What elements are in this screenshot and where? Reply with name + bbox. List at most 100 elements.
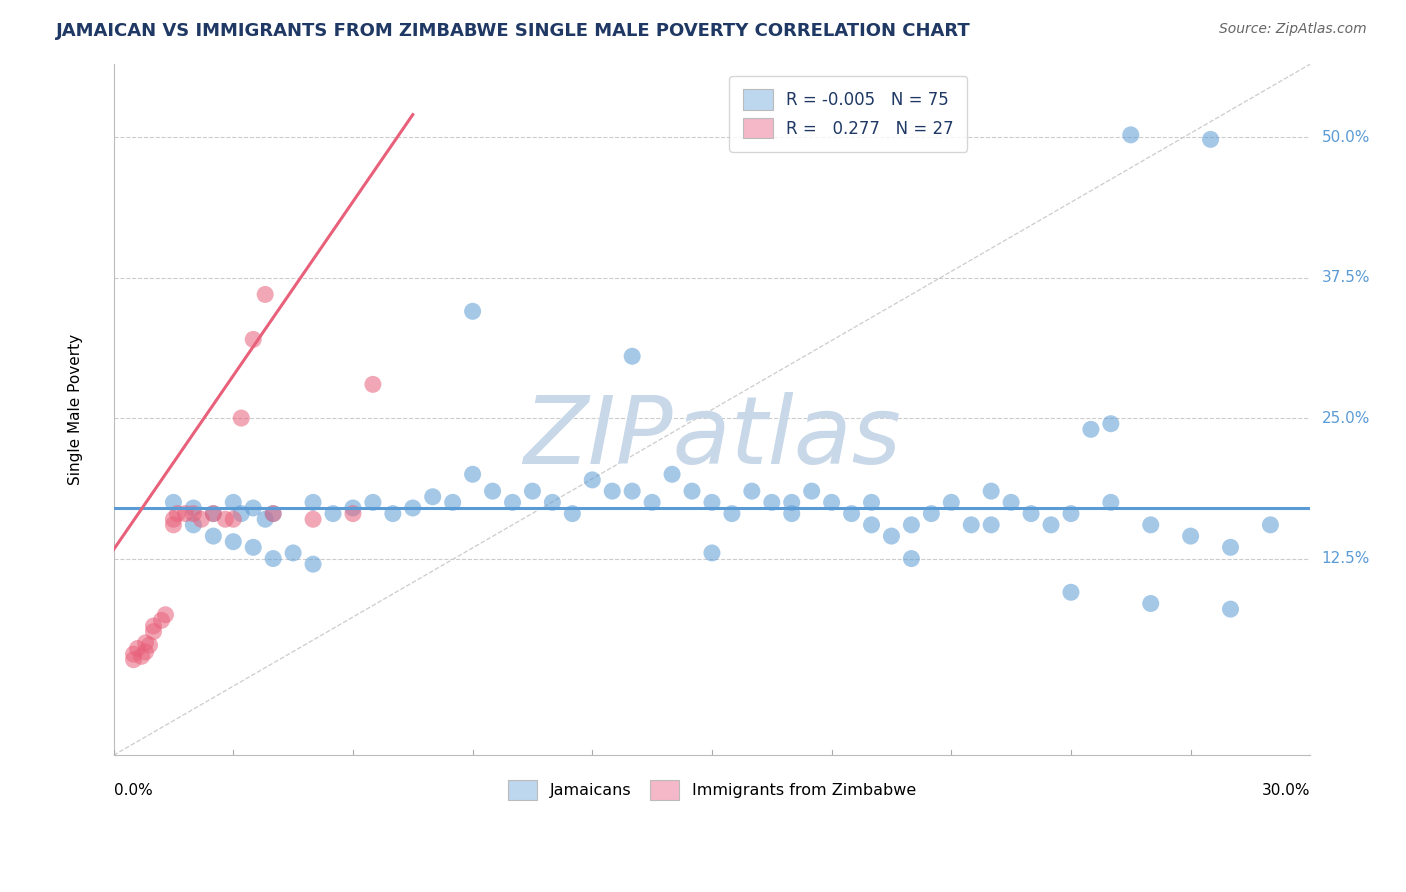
Point: [1060, 507, 1083, 521]
Point: [502, 495, 524, 509]
Point: [214, 512, 236, 526]
Point: [242, 333, 264, 347]
Point: [361, 495, 384, 509]
Point: [780, 495, 803, 509]
Point: [1040, 517, 1063, 532]
Text: 30.0%: 30.0%: [1261, 783, 1310, 798]
Point: [162, 495, 184, 509]
Text: 37.5%: 37.5%: [1322, 270, 1369, 285]
Point: [941, 495, 963, 509]
Point: [302, 495, 325, 509]
Point: [138, 638, 160, 652]
Point: [1119, 128, 1142, 142]
Point: [820, 495, 842, 509]
Point: [131, 649, 153, 664]
Point: [222, 495, 245, 509]
Point: [860, 495, 883, 509]
Point: [183, 507, 205, 521]
Point: [150, 613, 173, 627]
Point: [190, 512, 212, 526]
Point: [122, 653, 145, 667]
Point: [1139, 597, 1161, 611]
Point: [661, 467, 683, 482]
Point: [800, 484, 823, 499]
Point: [441, 495, 464, 509]
Point: [166, 507, 188, 521]
Point: [1219, 602, 1241, 616]
Point: [134, 645, 156, 659]
Point: [254, 287, 277, 301]
Point: [155, 607, 177, 622]
Point: [342, 507, 364, 521]
Text: Single Male Poverty: Single Male Poverty: [67, 334, 83, 485]
Point: [1180, 529, 1202, 543]
Point: [162, 517, 184, 532]
Point: [222, 534, 245, 549]
Point: [231, 507, 253, 521]
Point: [134, 636, 156, 650]
Point: [980, 484, 1002, 499]
Point: [461, 467, 484, 482]
Point: [361, 377, 384, 392]
Point: [920, 507, 942, 521]
Point: [281, 546, 304, 560]
Point: [262, 507, 284, 521]
Point: [242, 541, 264, 555]
Point: [262, 507, 284, 521]
Point: [621, 484, 644, 499]
Point: [174, 507, 197, 521]
Point: [422, 490, 444, 504]
Point: [202, 529, 225, 543]
Point: [641, 495, 664, 509]
Point: [202, 507, 225, 521]
Point: [231, 411, 253, 425]
Text: Source: ZipAtlas.com: Source: ZipAtlas.com: [1219, 22, 1367, 37]
Point: [522, 484, 544, 499]
Point: [780, 507, 803, 521]
Point: [162, 512, 184, 526]
Point: [1199, 132, 1222, 146]
Point: [142, 624, 165, 639]
Point: [222, 512, 245, 526]
Point: [183, 500, 205, 515]
Point: [122, 647, 145, 661]
Point: [461, 304, 484, 318]
Point: [761, 495, 783, 509]
Point: [342, 500, 364, 515]
Point: [621, 349, 644, 363]
Text: 25.0%: 25.0%: [1322, 410, 1369, 425]
Point: [183, 517, 205, 532]
Point: [900, 517, 922, 532]
Point: [741, 484, 763, 499]
Point: [381, 507, 404, 521]
Point: [1099, 417, 1122, 431]
Text: 0.0%: 0.0%: [114, 783, 152, 798]
Text: 50.0%: 50.0%: [1322, 129, 1369, 145]
Point: [721, 507, 744, 521]
Point: [860, 517, 883, 532]
Point: [900, 551, 922, 566]
Point: [541, 495, 564, 509]
Point: [481, 484, 503, 499]
Point: [1260, 517, 1282, 532]
Point: [242, 500, 264, 515]
Point: [127, 641, 149, 656]
Point: [142, 619, 165, 633]
Point: [700, 546, 723, 560]
Point: [880, 529, 903, 543]
Point: [681, 484, 703, 499]
Point: [980, 517, 1002, 532]
Point: [322, 507, 344, 521]
Point: [302, 557, 325, 571]
Point: [1080, 422, 1102, 436]
Point: [1139, 517, 1161, 532]
Point: [841, 507, 863, 521]
Point: [1219, 541, 1241, 555]
Point: [561, 507, 583, 521]
Point: [700, 495, 723, 509]
Text: 12.5%: 12.5%: [1322, 551, 1369, 566]
Text: ZIPatlas: ZIPatlas: [523, 392, 901, 483]
Point: [402, 500, 425, 515]
Point: [1099, 495, 1122, 509]
Point: [302, 512, 325, 526]
